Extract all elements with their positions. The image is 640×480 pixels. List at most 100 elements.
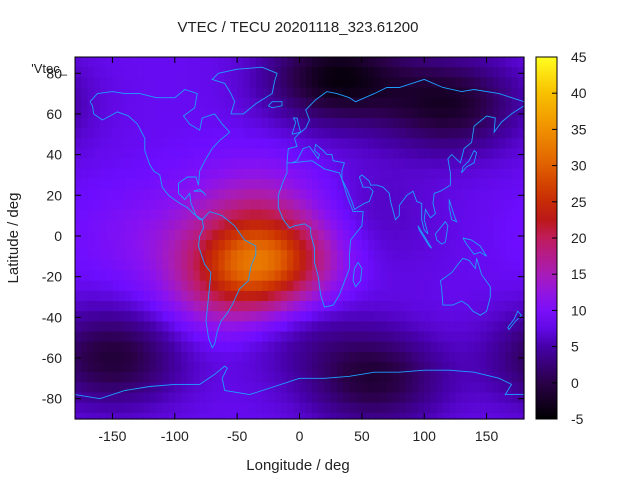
heatmap-cell: [224, 402, 232, 414]
heatmap-cell: [224, 138, 232, 150]
colorbar-tick-label: 10: [571, 302, 587, 318]
heatmap-cell: [224, 280, 232, 292]
heatmap-cell: [511, 168, 519, 180]
heatmap-cell: [311, 158, 319, 170]
heatmap-cell: [87, 301, 95, 312]
heatmap-cell: [199, 229, 207, 241]
heatmap-cell: [436, 250, 444, 261]
heatmap-cell: [174, 240, 182, 251]
heatmap-cell: [224, 240, 232, 251]
heatmap-cell: [168, 87, 176, 99]
heatmap-cell: [305, 128, 313, 139]
heatmap-cell: [274, 301, 282, 312]
heatmap-cell: [424, 240, 432, 251]
heatmap-cell: [287, 179, 294, 190]
heatmap-cell: [393, 331, 400, 343]
heatmap-cell: [480, 392, 488, 404]
heatmap-cell: [505, 412, 513, 420]
heatmap-cell: [336, 229, 344, 241]
heatmap-cell: [355, 229, 363, 241]
heatmap-cell: [243, 301, 251, 312]
heatmap-cell: [455, 311, 463, 322]
heatmap-cell: [430, 280, 438, 292]
heatmap-cell: [280, 57, 288, 68]
heatmap-cell: [305, 351, 313, 363]
heatmap-cell: [137, 260, 145, 272]
heatmap-cell: [268, 189, 276, 200]
heatmap-cell: [349, 321, 357, 333]
heatmap-cell: [311, 240, 319, 251]
heatmap-cell: [149, 118, 157, 129]
heatmap-cell: [311, 382, 319, 394]
heatmap-cell: [237, 341, 244, 353]
heatmap-cell: [343, 209, 350, 221]
heatmap-cell: [361, 189, 369, 200]
heatmap-cell: [399, 240, 407, 251]
heatmap-cell: [499, 67, 506, 78]
heatmap-cell: [205, 168, 213, 180]
heatmap-cell: [449, 280, 457, 292]
heatmap-cell: [162, 97, 170, 109]
heatmap-cell: [311, 301, 319, 312]
heatmap-cell: [243, 118, 251, 129]
heatmap-cell: [243, 372, 251, 383]
heatmap-cell: [293, 57, 301, 68]
heatmap-cell: [181, 148, 188, 160]
heatmap-cell: [199, 118, 207, 129]
heatmap-cell: [230, 209, 238, 221]
heatmap-cell: [243, 97, 251, 109]
heatmap-cell: [436, 392, 444, 404]
heatmap-cell: [343, 301, 350, 312]
heatmap-cell: [417, 138, 425, 150]
heatmap-cell: [106, 321, 114, 333]
heatmap-cell: [218, 199, 226, 211]
heatmap-cell: [124, 87, 132, 99]
heatmap-cell: [436, 351, 444, 363]
heatmap-cell: [193, 87, 201, 99]
heatmap-cell: [368, 250, 375, 261]
heatmap-cell: [243, 189, 251, 200]
heatmap-cell: [81, 412, 89, 420]
coastline-path: [291, 117, 302, 135]
heatmap-cell: [349, 280, 357, 292]
heatmap-cell: [181, 57, 188, 68]
heatmap-cell: [75, 362, 82, 373]
heatmap-cell: [318, 158, 326, 170]
heatmap-cell: [499, 168, 506, 180]
heatmap-cell: [374, 311, 382, 322]
heatmap-cell: [199, 260, 207, 272]
heatmap-cell: [255, 118, 263, 129]
heatmap-cell: [449, 189, 457, 200]
heatmap-cell: [237, 128, 244, 139]
heatmap-cell: [411, 250, 419, 261]
heatmap-cell: [461, 270, 469, 282]
heatmap-cell: [499, 158, 506, 170]
heatmap-cell: [293, 209, 301, 221]
heatmap-cell: [318, 179, 326, 190]
heatmap-cell: [274, 168, 282, 180]
heatmap-cell: [230, 189, 238, 200]
heatmap-cell: [174, 209, 182, 221]
heatmap-cell: [174, 351, 182, 363]
heatmap-cell: [112, 118, 120, 129]
heatmap-cell: [492, 240, 500, 251]
heatmap-cell: [305, 311, 313, 322]
heatmap-cell: [492, 158, 500, 170]
heatmap-cell: [311, 189, 319, 200]
heatmap-cell: [243, 168, 251, 180]
heatmap-cell: [324, 67, 332, 78]
heatmap-cell: [262, 118, 269, 129]
heatmap-cell: [255, 392, 263, 404]
heatmap-cell: [330, 77, 338, 89]
heatmap-cell: [393, 392, 400, 404]
heatmap-cell: [212, 148, 220, 160]
heatmap-cell: [299, 412, 307, 420]
heatmap-cell: [324, 260, 332, 272]
heatmap-cell: [205, 260, 213, 272]
heatmap-cell: [405, 209, 413, 221]
heatmap-cell: [268, 402, 276, 414]
heatmap-cell: [336, 87, 344, 99]
heatmap-cell: [355, 290, 363, 302]
heatmap-cell: [436, 168, 444, 180]
coastline-path: [417, 225, 433, 249]
